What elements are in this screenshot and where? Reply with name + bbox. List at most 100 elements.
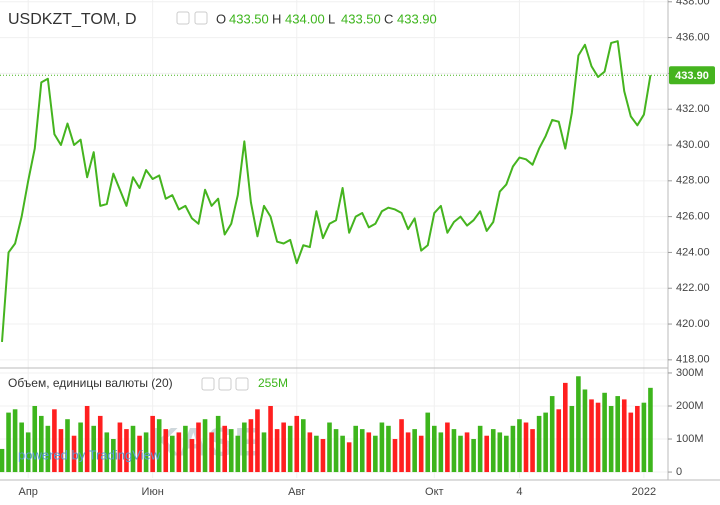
volume-bar: [242, 422, 247, 473]
y-tick-label: 418.00: [676, 354, 710, 366]
volume-bar: [320, 439, 326, 473]
last-value-badge: [669, 66, 715, 85]
grid: [0, 0, 668, 478]
x-tick-label: Окт: [425, 486, 444, 498]
x-tick-label: 4: [516, 486, 522, 498]
ohlc-label: O: [216, 11, 226, 26]
volume-title: Объем, единицы валюты (20): [8, 376, 173, 390]
volume-bar: [307, 432, 313, 473]
volume-bar: [576, 376, 581, 473]
volume-bar: [628, 412, 634, 473]
volume-bar: [549, 396, 555, 473]
volume-bar: [176, 432, 182, 473]
volume-bar: [12, 409, 18, 473]
volume-bar: [314, 435, 319, 473]
volume-bar: [346, 442, 352, 473]
volume-bar: [392, 439, 398, 473]
volume-bar: [255, 409, 260, 473]
volume-bar: [150, 415, 155, 473]
volume-bar: [458, 435, 463, 473]
volume-bar: [202, 419, 208, 473]
volume-bar: [327, 422, 332, 473]
y-tick-label: 422.00: [676, 282, 710, 294]
volume-bar: [97, 415, 103, 473]
volume-bar: [490, 429, 496, 473]
y-tick-label: 430.00: [676, 139, 710, 151]
y-tick-label: 100M: [676, 433, 704, 445]
volume-bar: [45, 425, 51, 473]
y-tick-label: 426.00: [676, 211, 710, 223]
volume-bar: [71, 435, 77, 473]
volume-bar: [84, 405, 90, 473]
volume-bar: [183, 425, 188, 473]
ohlc-label: C: [384, 11, 393, 26]
volume-bar: [399, 419, 404, 473]
volume-bar: [373, 435, 378, 473]
credit: powered by TradingView: [18, 447, 161, 462]
volume-bar: [386, 425, 391, 473]
volume-bar: [235, 435, 241, 473]
volume-bar: [359, 429, 365, 473]
volume-bar: [228, 429, 234, 473]
volume-bar: [608, 405, 614, 473]
volume-bar: [6, 412, 11, 473]
volume-bar: [635, 405, 640, 473]
volume-bar: [484, 435, 489, 473]
volume-bar: [130, 425, 136, 473]
volume-bar: [52, 409, 57, 473]
volume-bar: [0, 448, 5, 473]
volume-bar: [582, 389, 588, 473]
volume-bar: [32, 405, 38, 473]
volume-bar: [137, 435, 142, 473]
volume-bar: [65, 419, 70, 473]
volume-bar: [222, 425, 227, 473]
volume-bar: [412, 429, 417, 473]
x-tick-label: Июн: [142, 486, 164, 498]
volume-bar: [432, 425, 437, 473]
volume-bar: [595, 402, 601, 473]
volume-bar: [477, 425, 483, 473]
volume-bar: [497, 432, 503, 473]
volume-bar: [530, 429, 535, 473]
x-tick-label: 2022: [632, 486, 656, 498]
volume-current: 255M: [258, 376, 288, 390]
volume-bar: [543, 412, 548, 473]
y-tick-label: 424.00: [676, 246, 710, 258]
volume-bar: [209, 432, 214, 473]
x-tick-label: Апр: [18, 486, 37, 498]
volume-bar: [281, 422, 286, 473]
volume-bar: [268, 405, 273, 473]
y-tick-label: 300M: [676, 367, 704, 379]
volume-bar: [405, 432, 411, 473]
volume-bar: [615, 396, 620, 473]
y-tick-label: 438.00: [676, 0, 710, 8]
volume-bar: [471, 439, 476, 473]
volume-bar: [536, 415, 542, 473]
x-tick-label: Авг: [288, 486, 305, 498]
ohlc-value: 433.50: [229, 11, 269, 26]
volume-bar: [117, 422, 123, 473]
volume-bar: [287, 425, 293, 473]
volume-bar: [569, 405, 575, 473]
volume-bar: [170, 435, 175, 473]
y-tick-label: 436.00: [676, 32, 710, 44]
volume-bar: [294, 415, 300, 473]
volume-bar: [111, 439, 116, 473]
y-tick-label: 200M: [676, 400, 704, 412]
volume-bar: [340, 435, 345, 473]
volume-bar: [648, 387, 653, 473]
volume-bar: [163, 429, 169, 473]
volume-bar: [156, 419, 162, 473]
volume-bar: [189, 439, 195, 473]
volume-bar: [621, 399, 627, 473]
y-tick-label: 432.00: [676, 103, 710, 115]
volume-bar: [353, 425, 358, 473]
volume-bar: [91, 425, 96, 473]
volume-bar: [25, 432, 31, 473]
volume-bar: [333, 429, 339, 473]
volume-bar: [517, 419, 522, 473]
volume-bar: [445, 422, 450, 473]
volume-bar: [143, 432, 149, 473]
volume-bar: [58, 429, 64, 473]
